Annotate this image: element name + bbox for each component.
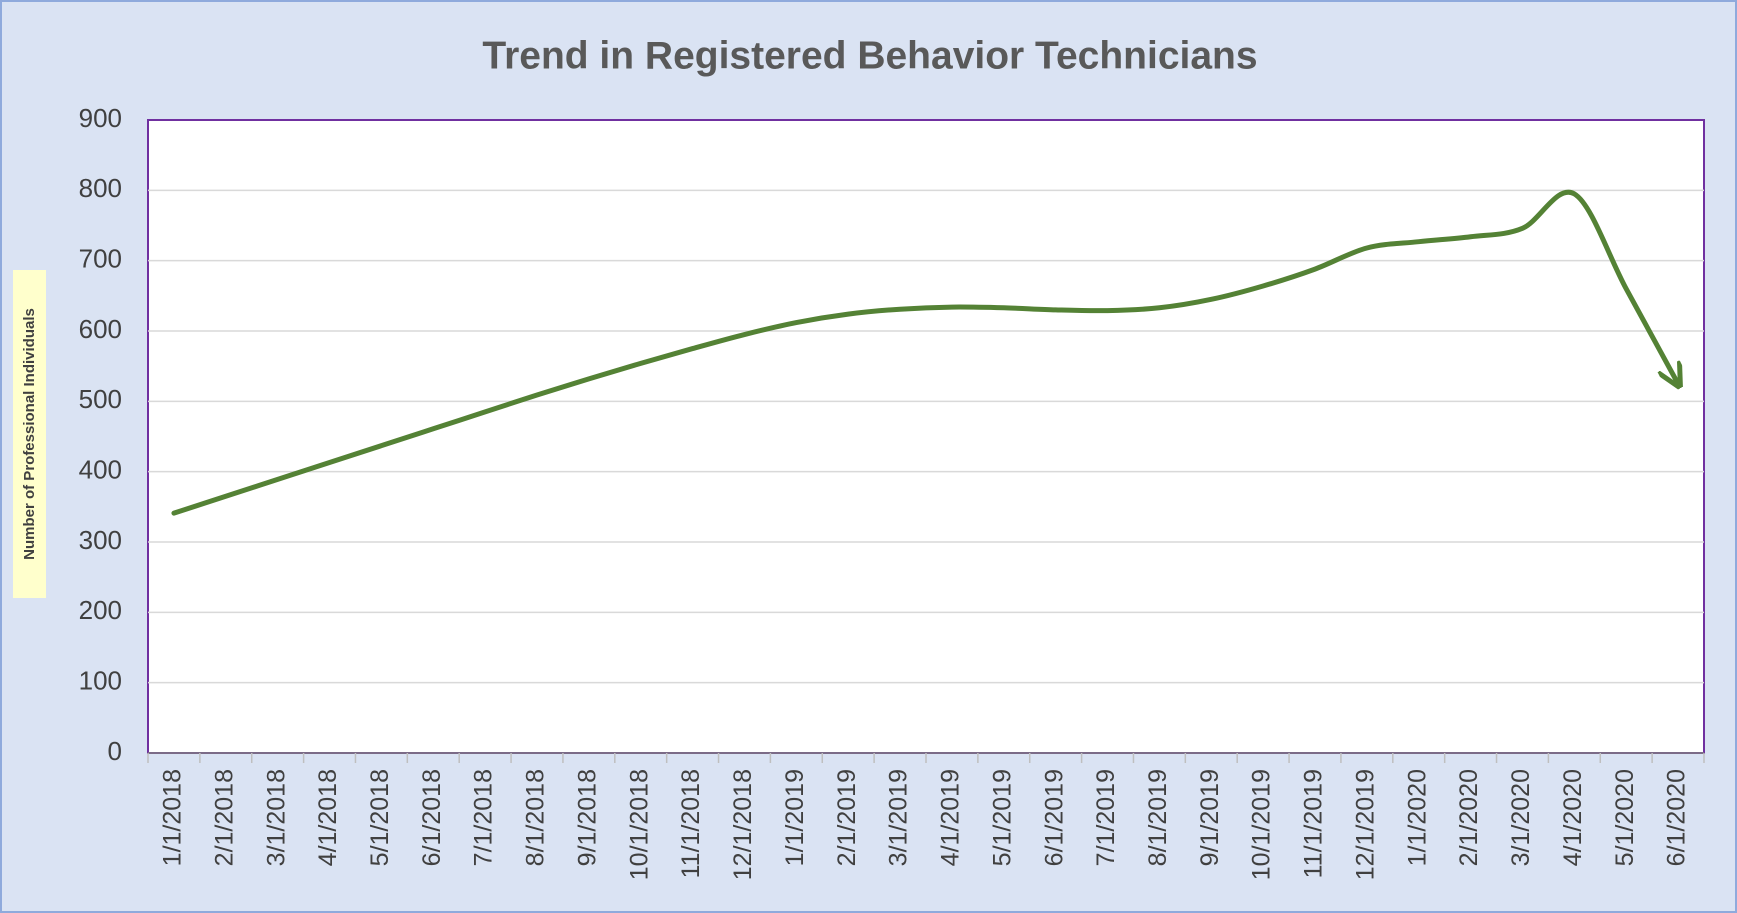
x-tick-label: 3/1/2020	[1507, 769, 1535, 866]
x-tick-label: 4/1/2019	[937, 769, 965, 866]
y-tick-label: 400	[79, 455, 122, 485]
y-tick-label: 500	[79, 384, 122, 414]
x-tick-label: 1/1/2020	[1403, 769, 1431, 866]
x-tick-label: 1/1/2019	[781, 769, 809, 866]
x-tick-label: 5/1/2019	[988, 769, 1016, 866]
x-tick-label: 2/1/2019	[833, 769, 861, 866]
x-tick-label: 6/1/2020	[1663, 769, 1691, 866]
x-tick-label: 10/1/2018	[625, 769, 653, 880]
x-tick-label: 7/1/2018	[470, 769, 498, 866]
y-tick-label: 100	[79, 666, 122, 696]
x-tick-label: 5/1/2018	[366, 769, 394, 866]
y-tick-label: 600	[79, 314, 122, 344]
x-tick-label: 9/1/2018	[573, 769, 601, 866]
y-tick-label: 800	[79, 173, 122, 203]
plot-area	[147, 119, 1705, 754]
x-tick-label: 2/1/2018	[210, 769, 238, 866]
line	[171, 189, 1678, 516]
x-tick-label: 11/1/2018	[677, 769, 705, 878]
x-tick-label: 1/1/2018	[159, 769, 187, 866]
x-tick-label: 7/1/2019	[1092, 769, 1120, 866]
y-tick-label: 700	[79, 244, 122, 274]
x-tick-label: 9/1/2019	[1196, 769, 1224, 866]
y-label-box	[13, 270, 46, 598]
x-tick-label: 4/1/2018	[314, 769, 342, 866]
x-tick-label: 8/1/2019	[1144, 769, 1172, 866]
x-tick-label: 12/1/2018	[729, 769, 757, 880]
x-tick-label: 8/1/2018	[522, 769, 550, 866]
y-tick-label: 900	[79, 103, 122, 133]
x-tick-label: 4/1/2020	[1559, 769, 1587, 866]
x-tick-label: 3/1/2018	[262, 769, 290, 866]
y-axis-label: Number of Professional Individuals	[21, 308, 38, 560]
y-tick-label: 300	[79, 525, 122, 555]
x-tick-label: 6/1/2019	[1040, 769, 1068, 866]
x-tick-label: 10/1/2019	[1248, 769, 1276, 880]
x-tick-label: 2/1/2020	[1455, 769, 1483, 866]
x-tick-label: 6/1/2018	[418, 769, 446, 866]
chart-title: Trend in Registered Behavior Technicians	[482, 34, 1257, 77]
x-tick-label: 5/1/2020	[1611, 769, 1639, 866]
x-tick-label: 12/1/2019	[1351, 769, 1379, 880]
x-tick-label: 11/1/2019	[1300, 769, 1328, 878]
x-tick-label: 3/1/2019	[885, 769, 913, 866]
y-tick-label: 0	[108, 736, 122, 766]
y-tick-label: 200	[79, 595, 122, 625]
